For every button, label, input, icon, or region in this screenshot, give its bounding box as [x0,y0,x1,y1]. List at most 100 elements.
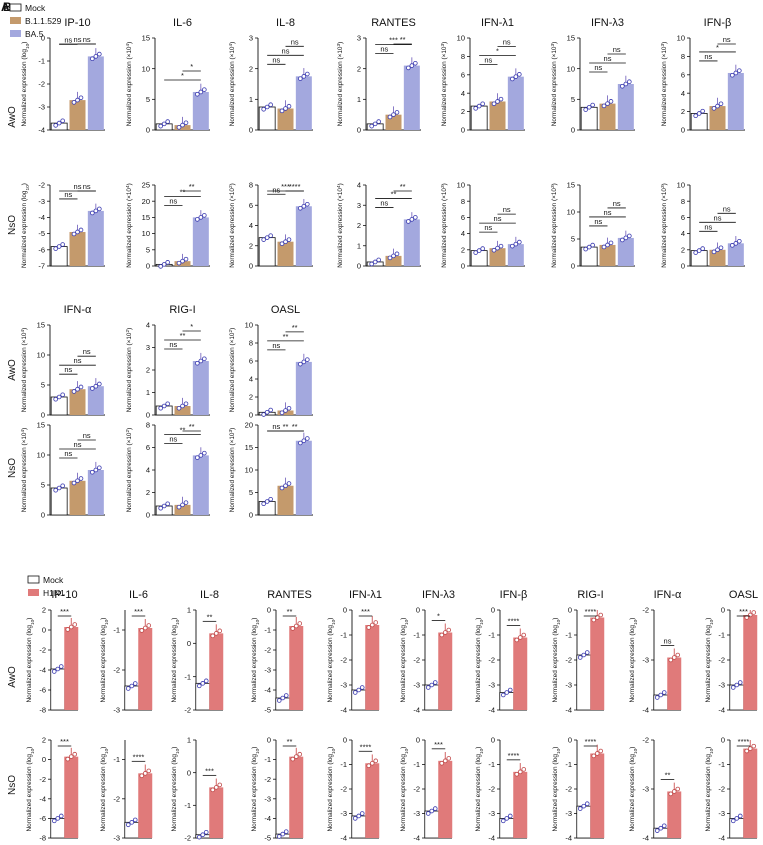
significance-label: ns [272,55,280,64]
y-tick-label: 10 [142,229,150,238]
significance-label: ns [494,214,502,223]
data-point [514,771,520,777]
data-point [198,215,204,220]
data-point [495,99,500,104]
y-tick-label: -1 [488,760,495,769]
data-point [161,262,167,267]
y-tick-label: -4 [718,706,725,715]
data-point [261,501,266,507]
y-tick-label: 0 [42,626,46,635]
significance-label: ns [723,204,731,213]
data-point [734,816,740,821]
bar-h1n1 [513,637,528,710]
data-point [514,637,520,643]
data-point [298,440,303,446]
significance-label: *** [361,607,370,616]
chart-title: OASL [729,589,758,601]
y-axis-label: Normalized expression (×103) [336,42,345,127]
y-axis-label: Normalized expression (log10) [171,747,181,832]
data-point [372,259,378,265]
legend-swatch-h1n1 [28,589,39,596]
y-tick-label: -6 [39,686,46,695]
y-axis-label: Normalized expression (log10) [400,747,410,832]
data-point [279,485,285,491]
y-tick-label: -4 [38,213,45,222]
data-point [68,624,74,630]
data-point [620,84,625,89]
data-point [675,652,681,658]
data-point [60,392,65,398]
data-point [72,751,78,757]
data-point [590,242,595,248]
significance-label: ns [723,35,731,44]
y-tick-label: -3 [264,794,271,803]
y-tick-label: 0 [249,411,253,420]
data-point [675,786,681,792]
data-point [305,201,310,207]
bar-h1n1 [209,633,224,710]
significance-label: **** [360,742,372,751]
data-point [78,95,84,101]
data-point [373,620,379,625]
data-point [608,240,614,246]
data-point [577,655,583,660]
y-tick-label: -2 [38,181,45,190]
y-tick-label: 10 [677,34,685,43]
y-tick-label: 4 [249,221,253,230]
data-point [264,104,270,110]
significance-label: **** [738,737,750,746]
data-point [65,756,71,762]
data-point [93,383,99,389]
y-tick-label: -1 [340,760,347,769]
data-point [696,248,702,253]
y-axis-label: Normalized expression (log10) [327,618,337,703]
y-tick-label: 2 [681,107,685,116]
y-axis-label: Normalized expression (log10) [100,618,110,703]
data-point [446,627,452,633]
y-tick-label: -5 [264,706,271,715]
chart-title: IL-6 [129,589,148,601]
y-tick-label: -1 [264,755,271,764]
data-point [425,685,431,690]
significance-label: ns [169,340,177,349]
y-tick-label: 4 [146,466,150,475]
bar-ba-5 [295,206,312,266]
y-tick-label: 6 [681,70,685,79]
data-point [498,96,504,102]
y-tick-label: -3 [340,809,347,818]
data-point [413,60,418,66]
y-tick-label: 0 [357,126,361,135]
data-point [623,81,629,87]
significance-label: *** [60,607,69,616]
data-point [200,832,206,838]
data-point [196,834,202,840]
y-tick-label: 0 [343,736,347,745]
y-tick-label: -1 [413,631,420,640]
data-point [605,101,610,106]
significance-label: ns [704,52,712,61]
data-point [623,235,629,241]
data-point [744,748,750,754]
y-tick-label: 0 [41,411,45,420]
significance-label: ns [714,213,722,222]
y-tick-label: 8 [681,197,685,206]
data-point [217,628,223,634]
data-point [429,682,435,688]
data-point [97,381,102,387]
data-point [305,436,310,441]
data-point [279,108,285,114]
bar-ba-5 [192,455,209,515]
bar-b-1-1-529 [489,248,506,266]
data-point [715,247,720,253]
significance-label: ns [74,182,82,191]
bar-ba-5 [727,243,744,266]
bar-ba-5 [507,76,524,130]
y-tick-label: 10 [567,64,575,73]
data-point [290,756,296,762]
bar-b-1-1-529 [69,100,86,130]
bar-ba-5 [192,217,209,266]
significance-label: ns [169,196,177,205]
y-tick-label: -4 [565,706,572,715]
